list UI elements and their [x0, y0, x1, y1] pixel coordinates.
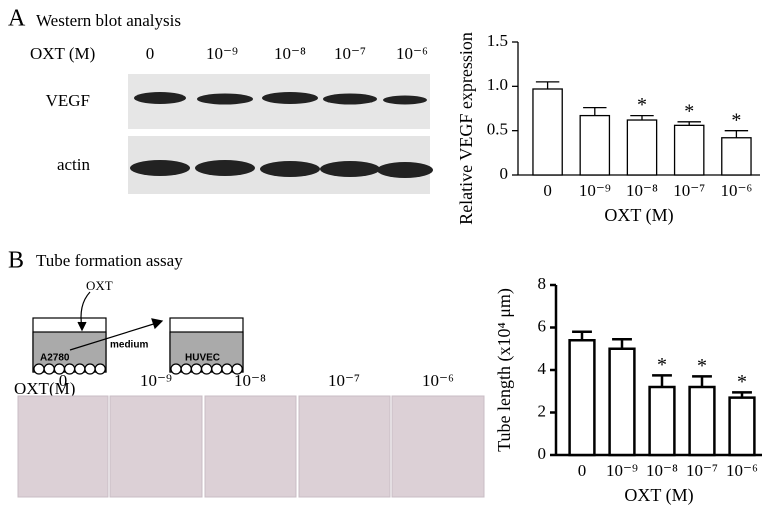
treatment-label: OXT(M): [14, 379, 75, 398]
panel-letter: B: [8, 248, 24, 274]
x-tick-label: 10⁻⁸: [646, 461, 678, 480]
schematic: [32, 291, 244, 375]
significance-mark: *: [684, 100, 694, 122]
significance-mark: *: [737, 371, 747, 393]
x-tick-label: 10⁻⁶: [726, 461, 758, 480]
x-axis-label: OXT (M): [624, 485, 693, 506]
cell: [221, 363, 233, 375]
x-tick-label: 10⁻⁹: [606, 461, 638, 480]
cell: [190, 363, 202, 375]
lane-label: 10⁻⁹: [140, 371, 172, 390]
y-tick-label: 1.5: [487, 31, 508, 50]
panel-title: Tube formation assay: [36, 251, 183, 270]
lane-label: 0: [146, 44, 155, 63]
cell: [43, 363, 55, 375]
cell: [74, 363, 86, 375]
lane-label: 10⁻⁹: [206, 44, 238, 63]
bar: [608, 347, 636, 457]
bar: [532, 88, 563, 176]
panel-title: Western blot analysis: [36, 11, 181, 30]
y-tick-label: 1.0: [487, 75, 508, 94]
bar: [673, 124, 705, 176]
bar: [626, 119, 658, 176]
y-tick-label: 4: [538, 359, 547, 378]
bar: [728, 396, 756, 457]
blot-bands: [130, 92, 433, 178]
x-tick-label: 10⁻⁸: [626, 181, 658, 200]
cell: [201, 363, 213, 375]
micrographs: [17, 395, 485, 498]
row-label: actin: [57, 155, 91, 174]
y-tick-label: 6: [538, 316, 547, 335]
cell: [231, 363, 243, 375]
cell: [33, 363, 45, 375]
row-label: VEGF: [46, 91, 90, 110]
y-axis-label: Tube length (x10⁴ μm): [494, 288, 515, 452]
significance-mark: *: [731, 109, 741, 131]
cell: [170, 363, 182, 375]
bar: [648, 385, 676, 457]
x-tick-label: 10⁻⁶: [720, 181, 752, 200]
schematic-label: HUVEC: [185, 353, 220, 364]
lane-label: 10⁻⁷: [328, 371, 360, 390]
x-tick-label: 0: [578, 461, 587, 480]
lane-label: 0: [59, 371, 68, 390]
significance-mark: *: [657, 354, 667, 376]
x-tick-label: 0: [543, 181, 552, 200]
y-tick-label: 0.5: [487, 120, 508, 139]
lane-label: 10⁻⁸: [234, 371, 266, 390]
panel-letter: A: [8, 6, 26, 32]
y-tick-label: 8: [538, 274, 547, 293]
schematic-label: OXT: [86, 278, 113, 293]
bar: [568, 339, 596, 457]
significance-mark: *: [637, 94, 647, 116]
treatment-label: OXT (M): [30, 44, 95, 63]
y-axis-label: Relative VEGF expression: [456, 32, 476, 225]
y-tick-label: 2: [538, 401, 547, 420]
cell: [211, 363, 223, 375]
cell: [94, 363, 106, 375]
cell: [180, 363, 192, 375]
bar: [721, 137, 752, 176]
lane-label: 10⁻⁶: [422, 371, 454, 390]
x-tick-label: 10⁻⁹: [579, 181, 611, 200]
y-tick-label: 0: [500, 164, 509, 183]
y-tick-label: 0: [538, 444, 547, 463]
schematic-label: medium: [110, 340, 148, 351]
x-axis-label: OXT (M): [604, 205, 673, 226]
lane-label: 10⁻⁶: [396, 44, 428, 63]
x-tick-label: 10⁻⁷: [686, 461, 718, 480]
x-tick-label: 10⁻⁷: [673, 181, 705, 200]
cell: [84, 363, 96, 375]
significance-mark: *: [697, 355, 707, 377]
schematic-label: A2780: [40, 353, 70, 364]
bar: [579, 114, 611, 176]
bar: [688, 385, 716, 457]
lane-label: 10⁻⁷: [334, 44, 366, 63]
lane-label: 10⁻⁸: [274, 44, 306, 63]
